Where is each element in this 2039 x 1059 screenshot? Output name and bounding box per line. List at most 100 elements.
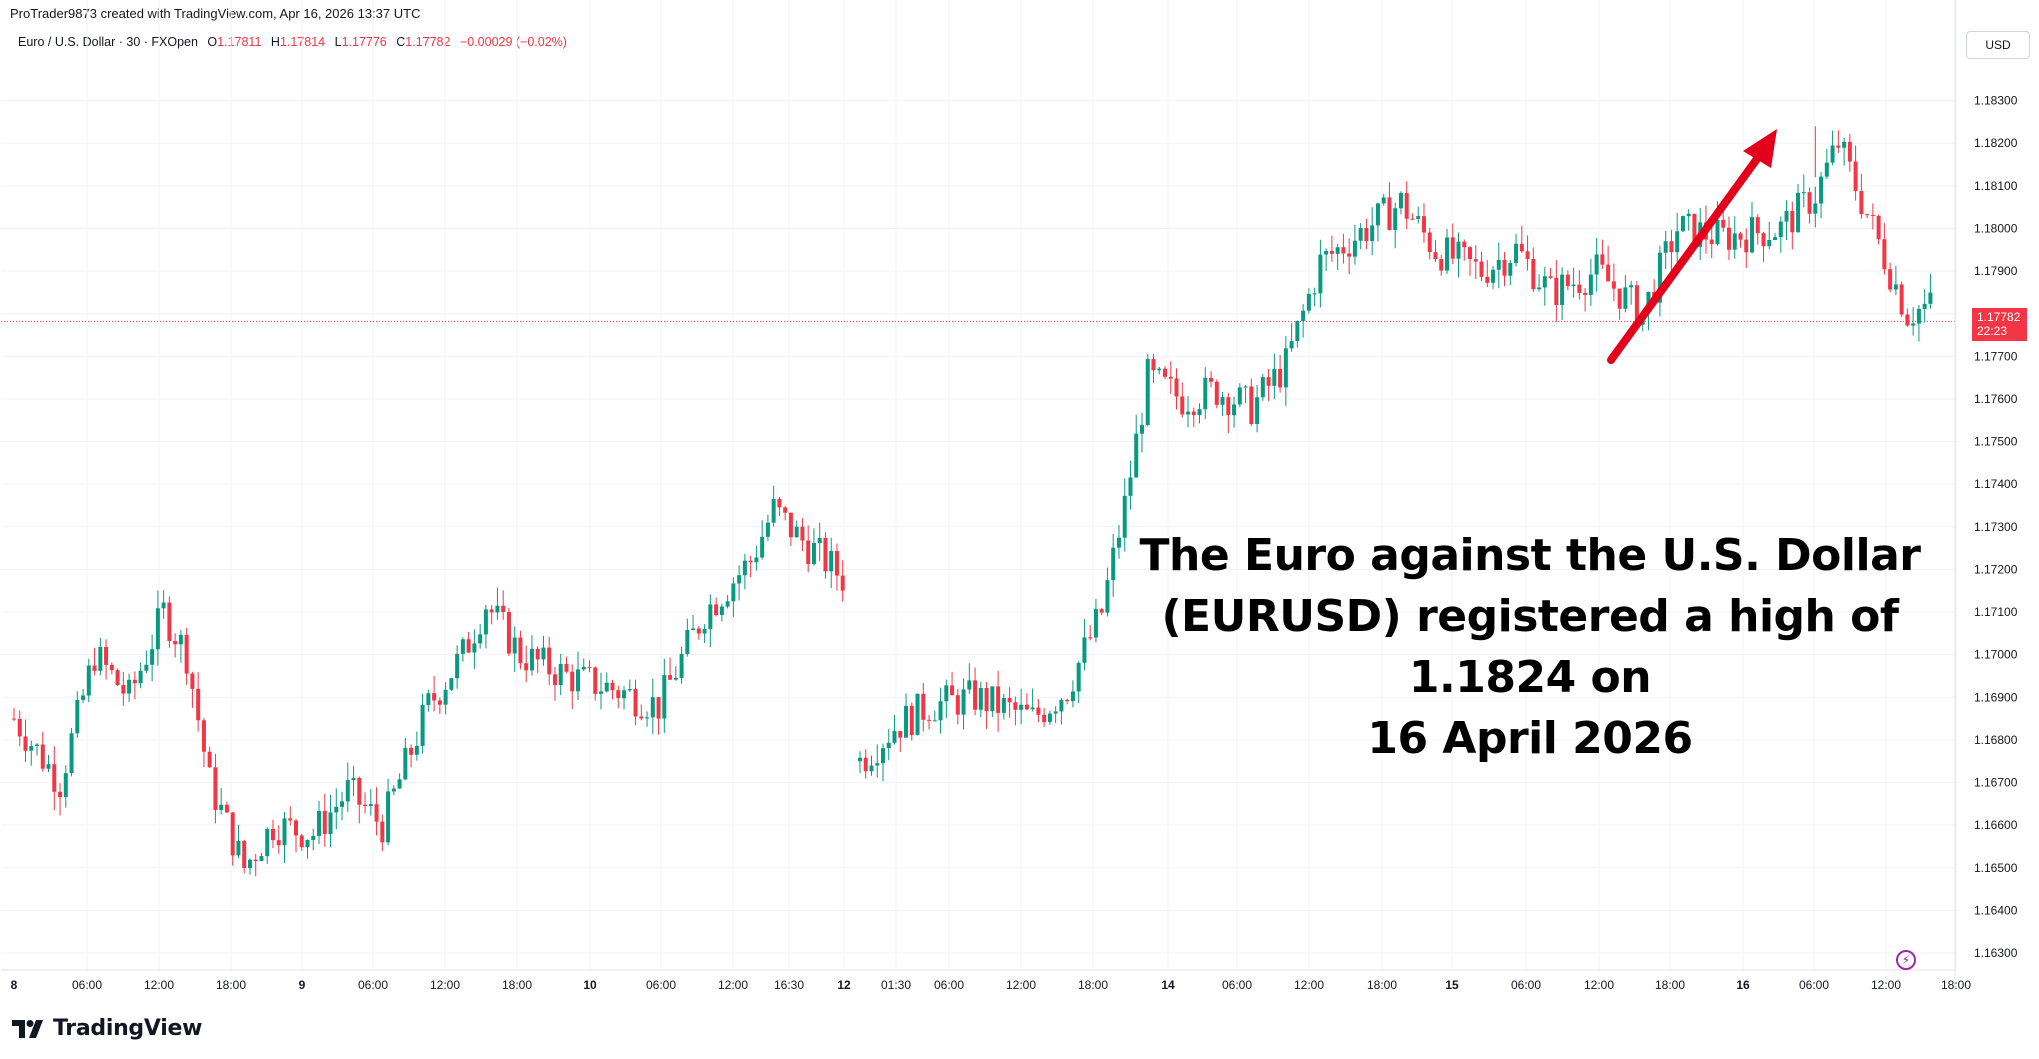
candle-up <box>1070 691 1075 702</box>
candle-up <box>1675 231 1680 253</box>
candle-down <box>1761 233 1766 247</box>
candle-up <box>1824 162 1829 177</box>
time-tick-label: 16:30 <box>774 978 804 992</box>
candle-down <box>1755 217 1760 234</box>
candle-down <box>115 670 120 685</box>
chart-attribution: ProTrader9873 created with TradingView.c… <box>10 6 421 21</box>
candle-up <box>305 839 310 848</box>
candle-down <box>1876 215 1881 240</box>
price-tick-label: 1.16800 <box>1974 733 2018 747</box>
candle-up <box>1197 409 1202 416</box>
time-tick-label: 12:00 <box>1294 978 1324 992</box>
candle-up <box>334 806 339 813</box>
candle-down <box>639 716 644 719</box>
candle-down <box>1180 396 1185 415</box>
candle-up <box>1715 219 1720 245</box>
candle-up <box>1686 213 1691 217</box>
candle-up <box>1203 377 1208 410</box>
candle-down <box>121 684 126 694</box>
candle-up <box>265 828 270 857</box>
candle-up <box>1030 707 1035 710</box>
candle-down <box>173 640 178 645</box>
candle-down <box>1583 292 1588 295</box>
candle-up <box>691 628 696 630</box>
candle-up <box>662 675 667 719</box>
candle-down <box>1421 216 1426 233</box>
candle-up <box>725 601 730 607</box>
candle-down <box>1249 386 1254 425</box>
lightning-icon[interactable]: ⚡ <box>1896 950 1916 970</box>
price-tick-label: 1.16900 <box>1974 690 2018 704</box>
candle-up <box>673 677 678 680</box>
candle-up <box>1295 320 1300 342</box>
candle-up <box>1663 241 1668 253</box>
candle-down <box>616 690 621 699</box>
candle-up <box>599 691 604 694</box>
high-value: 1.17814 <box>279 35 326 49</box>
candle-up <box>1813 203 1818 214</box>
candle-down <box>1209 377 1214 382</box>
candle-down <box>506 611 511 654</box>
candle-up <box>340 801 345 807</box>
candle-up <box>1157 368 1162 371</box>
candle-down <box>1163 368 1167 377</box>
time-tick-label: 18:00 <box>502 978 532 992</box>
candle-up <box>1324 250 1329 255</box>
candle-up <box>391 788 396 792</box>
candle-up <box>1232 404 1237 416</box>
candle-down <box>230 812 235 856</box>
candle-down <box>1473 259 1478 262</box>
candle-up <box>1416 216 1421 219</box>
candle-up <box>1629 285 1634 288</box>
price-tick-label: 1.16300 <box>1974 946 2018 960</box>
symbol-title[interactable]: Euro / U.S. Dollar · 30 · FXOpen <box>18 35 198 49</box>
candle-down <box>1692 213 1697 247</box>
candle-up <box>1105 580 1110 613</box>
candle-down <box>524 663 529 671</box>
close-value: 1.17782 <box>405 35 451 49</box>
candle-down <box>1364 228 1369 242</box>
candle-down <box>1013 702 1018 710</box>
candle-down <box>52 764 57 792</box>
tradingview-logo[interactable]: TradingView <box>12 1016 202 1041</box>
candle-down <box>270 828 275 841</box>
candle-down <box>432 693 437 701</box>
candle-down <box>409 747 414 755</box>
candle-up <box>138 670 143 684</box>
price-tick-label: 1.18100 <box>1974 179 2018 193</box>
candle-up <box>1819 176 1824 204</box>
candle-down <box>1847 141 1852 162</box>
candle-down <box>207 751 212 768</box>
tradingview-wordmark: TradingView <box>53 1016 203 1041</box>
candle-down <box>552 674 557 686</box>
candle-down <box>834 551 839 576</box>
candle-up <box>1750 217 1755 253</box>
candle-up <box>1076 662 1081 692</box>
time-axis[interactable]: 8 06:00 12:00 18:00 9 06:00 12:00 18:00 10 06:00 1… <box>11 978 1972 992</box>
candle-down <box>253 859 258 862</box>
candle-up <box>98 647 103 671</box>
candle-down <box>570 671 575 692</box>
candle-down <box>12 718 16 720</box>
candle-up <box>1496 259 1501 270</box>
candle-down <box>1744 239 1749 253</box>
candle-down <box>1450 237 1455 259</box>
candle-up <box>742 560 747 576</box>
candle-down <box>1387 197 1392 231</box>
candle-up <box>317 810 322 836</box>
candle-up <box>345 780 350 802</box>
time-tick-label: 9 <box>299 978 306 992</box>
time-tick-label: 12:00 <box>1584 978 1614 992</box>
time-tick-label: 01:30 <box>881 978 911 992</box>
candle-down <box>1007 697 1012 703</box>
candle-down <box>1905 314 1910 326</box>
candle-up <box>645 717 650 719</box>
candle-down <box>1606 264 1611 282</box>
candle-down <box>1726 227 1731 250</box>
currency-selector[interactable]: USD <box>1966 31 2030 59</box>
candle-up <box>1145 359 1150 426</box>
candle-down <box>1439 259 1444 271</box>
candle-up <box>75 699 80 734</box>
candle-up <box>1657 252 1662 303</box>
